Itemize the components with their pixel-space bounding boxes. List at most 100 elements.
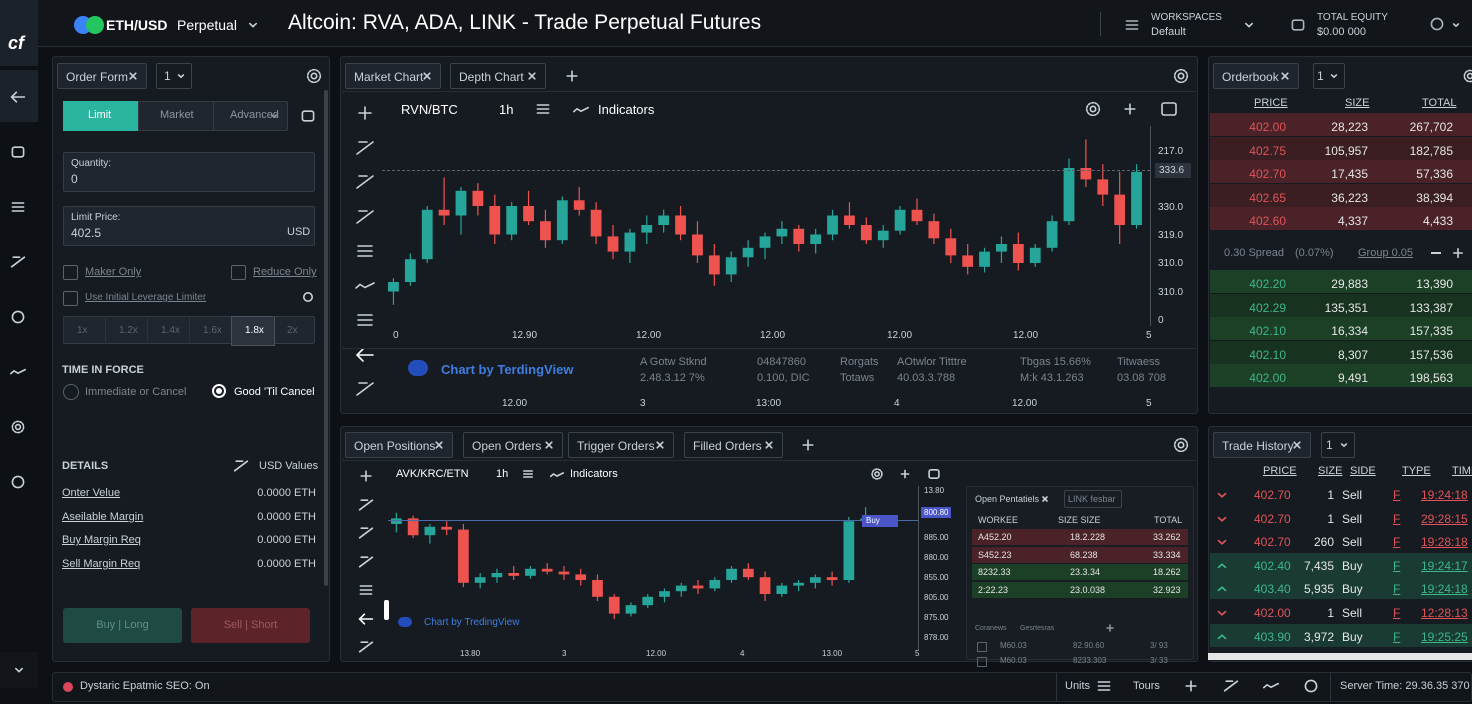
price-input[interactable] <box>63 206 315 246</box>
checkbox[interactable] <box>977 657 987 667</box>
count-select[interactable] <box>1321 432 1355 458</box>
size: 135,351 <box>1324 300 1368 315</box>
leverage-option[interactable] <box>231 316 275 346</box>
detail-label: Sell Margin Req <box>62 557 141 570</box>
checkbox[interactable] <box>231 265 246 280</box>
leverage-option[interactable] <box>63 316 106 344</box>
menu-icon <box>357 314 373 326</box>
total: 13,390 <box>1416 277 1453 291</box>
nav-expand[interactable] <box>0 652 38 688</box>
workspace[interactable]: Default <box>1151 26 1186 38</box>
leverage-option[interactable] <box>147 316 190 344</box>
interval[interactable]: 1h <box>499 102 514 117</box>
indicators[interactable]: Indicators <box>570 468 618 480</box>
checkbox[interactable] <box>977 642 987 652</box>
detail-value: 0.0000 ETH <box>257 534 316 546</box>
circle-icon <box>11 310 25 324</box>
tab[interactable]: Filled Orders <box>684 432 783 458</box>
order-type-label[interactable]: Advanced <box>230 109 279 121</box>
candle-body <box>776 585 788 594</box>
marker-box <box>862 515 898 527</box>
divider <box>1100 12 1101 36</box>
candle-body <box>675 215 686 235</box>
chev-icon <box>177 74 185 79</box>
leverage-label[interactable]: 1x <box>77 325 88 336</box>
checkbox[interactable] <box>63 265 78 280</box>
tool-icon <box>233 460 249 472</box>
units[interactable]: Units <box>1065 680 1091 692</box>
cell: 3/ 33 <box>1150 656 1168 665</box>
order-type-label[interactable]: Market <box>160 109 194 121</box>
symbol[interactable]: AVK/KRC/ETN <box>396 468 469 480</box>
size: 1 <box>1327 488 1334 502</box>
tool-icon <box>358 498 374 511</box>
candle-body <box>759 577 771 594</box>
candle-body <box>608 596 620 614</box>
asks-row <box>1210 113 1472 136</box>
minus[interactable] <box>1431 252 1441 254</box>
inset-tab[interactable]: Open Pentatiels <box>975 494 1040 504</box>
price: 402.10 <box>1249 347 1286 362</box>
close-icon <box>528 72 536 80</box>
leverage-label[interactable]: 1.4x <box>161 325 180 336</box>
square <box>928 468 940 479</box>
inset-tab-box[interactable] <box>1064 490 1122 508</box>
circle <box>303 292 313 302</box>
quantity-input[interactable] <box>63 152 315 192</box>
count-select[interactable] <box>156 63 192 89</box>
last-price: 333.6 <box>1159 165 1185 176</box>
plus <box>566 70 578 82</box>
leverage-label[interactable]: 1.6x <box>203 325 222 336</box>
arrow-icon <box>10 91 26 103</box>
leverage-option[interactable] <box>105 316 148 344</box>
candle-body <box>860 225 872 241</box>
group[interactable]: Group 0.05 <box>1358 247 1414 259</box>
lower-tick-label: 12.00 <box>502 398 528 409</box>
order-type-label[interactable]: Limit <box>88 109 112 121</box>
total: 38,394 <box>1416 190 1453 205</box>
gear <box>14 423 22 431</box>
sell-button[interactable] <box>191 608 310 643</box>
leverage-label[interactable]: 2x <box>287 325 298 336</box>
rule <box>342 91 1196 92</box>
order-type[interactable] <box>213 101 289 131</box>
price-tick-label: 310.0 <box>1158 258 1184 269</box>
cell: 33.334 <box>1153 549 1181 560</box>
inset-row <box>972 581 1188 598</box>
leverage-option[interactable] <box>189 316 232 344</box>
cell: 2:22.23 <box>978 584 1009 595</box>
tab[interactable]: Trigger Orders <box>568 432 674 458</box>
tab[interactable]: Trade History <box>1213 432 1311 458</box>
candle-body <box>388 282 399 292</box>
tab[interactable]: Market Chart <box>345 63 441 89</box>
tours[interactable]: Tours <box>1133 680 1160 692</box>
radio[interactable] <box>63 384 79 400</box>
symbol[interactable]: RVN/BTC <box>401 102 458 117</box>
plus-icon <box>802 439 814 451</box>
buy-label[interactable]: Buy | Long <box>96 619 149 631</box>
tab[interactable]: Open Orders <box>463 432 563 458</box>
gear-icon <box>1463 69 1472 83</box>
indicators[interactable]: Indicators <box>598 102 655 117</box>
lower-tick-label: 13:00 <box>756 398 782 409</box>
buy-button[interactable] <box>63 608 182 643</box>
spread-pct: (0.07%) <box>1295 247 1334 259</box>
interval[interactable]: 1h <box>496 468 509 480</box>
sell-label[interactable]: Sell | Short <box>223 619 278 631</box>
leverage-label[interactable]: 1.8x <box>245 325 264 336</box>
details-toggle[interactable]: USD Values <box>259 460 319 472</box>
pair[interactable]: ETH/USD <box>106 17 168 33</box>
inset-tab[interactable]: LINK fesbar <box>1068 494 1116 504</box>
price-label: Limit Price: <box>71 212 121 223</box>
checkbox[interactable] <box>63 291 78 306</box>
leverage-label[interactable]: 1.2x <box>119 325 138 336</box>
cell: 8232.33 <box>978 567 1011 577</box>
radio[interactable] <box>212 384 226 398</box>
tab[interactable]: Depth Chart <box>450 63 546 89</box>
leverage-option[interactable] <box>273 316 316 344</box>
tab[interactable]: Open Positions <box>345 432 453 458</box>
order-type[interactable] <box>63 101 138 131</box>
size: 1 <box>1327 606 1334 620</box>
count-select[interactable] <box>1313 63 1345 89</box>
order-type[interactable] <box>138 101 214 131</box>
